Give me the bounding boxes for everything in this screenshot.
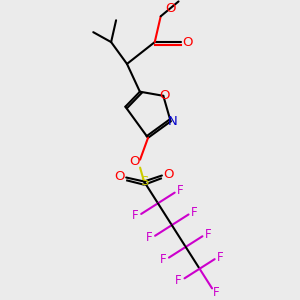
Text: O: O xyxy=(164,168,174,181)
Text: F: F xyxy=(217,251,224,264)
Text: O: O xyxy=(159,89,169,102)
Text: F: F xyxy=(191,206,198,219)
Text: S: S xyxy=(140,175,148,188)
Text: F: F xyxy=(177,184,184,197)
Text: O: O xyxy=(165,2,176,15)
Text: O: O xyxy=(114,170,124,183)
Text: F: F xyxy=(213,286,219,299)
Text: F: F xyxy=(146,231,152,244)
Text: O: O xyxy=(129,155,140,168)
Text: N: N xyxy=(168,115,178,128)
Text: F: F xyxy=(132,209,139,222)
Text: O: O xyxy=(182,36,193,49)
Text: F: F xyxy=(175,274,182,287)
Text: F: F xyxy=(160,253,166,266)
Text: F: F xyxy=(205,228,212,241)
